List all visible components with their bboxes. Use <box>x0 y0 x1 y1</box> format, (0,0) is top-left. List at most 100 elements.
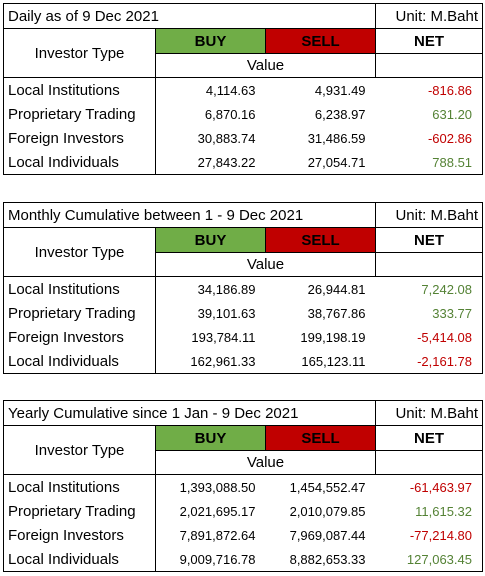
net-header: NET <box>375 425 483 451</box>
buy-value: 34,186.89 <box>197 281 256 297</box>
data-row: Foreign Investors 193,784.11 199,198.19 -5,… <box>3 325 483 349</box>
unit-label: Unit: M.Baht <box>375 400 483 426</box>
investor-name: Local Individuals <box>3 547 156 572</box>
sell-value: 8,882,653.33 <box>289 551 366 567</box>
flow-table: Monthly Cumulative between 1 - 9 Dec 202… <box>3 202 483 374</box>
table-body: Daily as of 9 Dec 2021 Unit: M.Baht Invest… <box>2 3 484 175</box>
net-header: NET <box>375 28 484 54</box>
flow-table: Yearly Cumulative since 1 Jan - 9 Dec 20… <box>3 400 483 572</box>
data-row: Local Institutions 4,114.63 4,931.49 -816.8… <box>3 77 483 102</box>
buy-value: 39,101.63 <box>197 305 256 321</box>
data-row: Foreign Investors 30,883.74 31,486.59 -602.… <box>3 126 483 150</box>
net-value: -5,414.08 <box>417 329 472 345</box>
investor-name: Proprietary Trading <box>3 499 156 523</box>
net-value: -816.86 <box>427 82 473 98</box>
sell-value: 199,198.19 <box>300 329 366 345</box>
sell-value: 2,010,079.85 <box>289 503 366 519</box>
sell-value: 38,767.86 <box>307 305 366 321</box>
data-row: Local Individuals 162,961.33 165,123.11 -2,… <box>3 349 483 374</box>
net-value: 11,615.32 <box>415 503 472 519</box>
buy-value: 30,883.74 <box>197 130 256 146</box>
value-row: Value <box>4 53 484 78</box>
value-row: Value <box>4 450 483 475</box>
net-value: 333.77 <box>432 305 472 321</box>
data-row: Local Institutions 1,393,088.50 1,454,552.… <box>3 474 483 499</box>
buy-value: 6,870.16 <box>204 106 256 122</box>
table-title: Yearly Cumulative since 1 Jan - 9 Dec 20… <box>3 400 376 426</box>
sell-value: 26,944.81 <box>307 281 366 297</box>
data-row: Foreign Investors 7,891,872.64 7,969,087.4… <box>3 523 483 547</box>
title-row: Monthly Cumulative between 1 - 9 Dec 202… <box>3 202 483 228</box>
net-value: -77,214.80 <box>409 527 472 543</box>
value-header: Value <box>155 450 376 475</box>
buy-value: 162,961.33 <box>190 353 256 369</box>
buy-value: 193,784.11 <box>191 329 256 345</box>
sell-header: SELL <box>265 425 376 451</box>
net-blank <box>375 252 483 277</box>
value-header: Value <box>154 53 377 78</box>
net-value: 788.51 <box>432 154 473 170</box>
net-value: 7,242.08 <box>421 281 472 297</box>
buy-value: 1,393,088.50 <box>179 479 256 495</box>
data-row: Proprietary Trading 6,870.16 6,238.97 631.2… <box>3 102 483 126</box>
flow-table: Daily as of 9 Dec 2021 Unit: M.Baht Invest… <box>2 3 484 175</box>
sell-value: 4,931.49 <box>314 82 366 98</box>
investor-name: Local Individuals <box>3 349 156 374</box>
table-title: Monthly Cumulative between 1 - 9 Dec 202… <box>3 202 376 228</box>
buy-value: 7,891,872.64 <box>179 527 256 543</box>
buy-value: 27,843.22 <box>197 154 256 170</box>
investor-name: Local Institutions <box>3 77 156 102</box>
buy-value: 9,009,716.78 <box>179 551 256 567</box>
buy-header: BUY <box>155 227 266 253</box>
net-blank <box>375 53 484 78</box>
data-row: Local Individuals 27,843.22 27,054.71 788.5… <box>3 150 483 175</box>
sell-header: SELL <box>265 227 376 253</box>
table-body: Yearly Cumulative since 1 Jan - 9 Dec 20… <box>3 400 483 572</box>
data-row: Local Institutions 34,186.89 26,944.81 7,24… <box>3 276 483 301</box>
data-row: Local Individuals 9,009,716.78 8,882,653.3… <box>3 547 483 572</box>
net-value: -61,463.97 <box>409 479 472 495</box>
investor-type-header: Investor Type <box>3 28 156 78</box>
sell-value: 31,486.59 <box>307 130 366 146</box>
data-row: Proprietary Trading 2,021,695.17 2,010,079… <box>3 499 483 523</box>
net-value: 631.20 <box>432 106 473 122</box>
sell-value: 165,123.11 <box>301 353 366 369</box>
unit-label: Unit: M.Baht <box>375 3 484 29</box>
table-title: Daily as of 9 Dec 2021 <box>2 3 377 29</box>
value-header: Value <box>155 252 376 277</box>
investor-type-header: Investor Type <box>3 227 156 277</box>
investor-name: Local Institutions <box>3 474 156 499</box>
buy-header: BUY <box>155 425 266 451</box>
buy-header: BUY <box>155 28 266 54</box>
value-row: Value <box>4 252 483 277</box>
header-row: Investor Type BUY SELL NET <box>3 227 483 277</box>
net-value: 127,063.45 <box>406 551 472 567</box>
header-row: Investor Type BUY SELL NET <box>3 425 483 475</box>
investor-name: Foreign Investors <box>3 523 156 547</box>
investor-name: Foreign Investors <box>3 325 156 349</box>
unit-label: Unit: M.Baht <box>375 202 483 228</box>
sell-value: 27,054.71 <box>307 154 366 170</box>
investor-name: Foreign Investors <box>3 126 156 150</box>
buy-value: 2,021,695.17 <box>179 503 256 519</box>
investor-name: Local Institutions <box>3 276 156 301</box>
net-value: -2,161.78 <box>417 353 472 369</box>
sell-header: SELL <box>264 28 377 54</box>
net-header: NET <box>375 227 483 253</box>
sell-value: 7,969,087.44 <box>289 527 366 543</box>
sell-value: 1,454,552.47 <box>289 479 366 495</box>
net-blank <box>375 450 483 475</box>
data-row: Proprietary Trading 39,101.63 38,767.86 333… <box>3 301 483 325</box>
header-row: Investor Type BUY SELL NET <box>3 28 484 78</box>
table-body: Monthly Cumulative between 1 - 9 Dec 202… <box>3 202 483 374</box>
buy-value: 4,114.63 <box>205 82 256 98</box>
sell-value: 6,238.97 <box>314 106 366 122</box>
investor-type-header: Investor Type <box>3 425 156 475</box>
investor-name: Proprietary Trading <box>3 102 156 126</box>
net-value: -602.86 <box>427 130 473 146</box>
title-row: Daily as of 9 Dec 2021 Unit: M.Baht <box>2 3 484 29</box>
title-row: Yearly Cumulative since 1 Jan - 9 Dec 20… <box>3 400 483 426</box>
investor-name: Local Individuals <box>3 150 156 175</box>
investor-name: Proprietary Trading <box>3 301 156 325</box>
